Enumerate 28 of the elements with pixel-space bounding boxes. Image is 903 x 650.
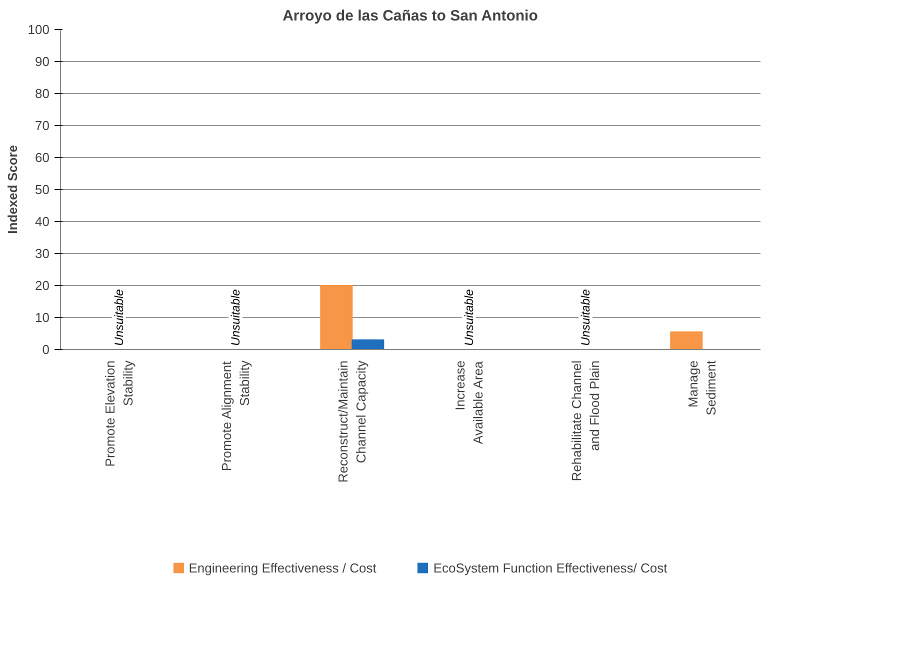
bar <box>352 339 384 350</box>
bar <box>670 331 703 350</box>
annotation: Unsuitable <box>462 288 476 346</box>
annotation: Unsuitable <box>112 288 126 346</box>
x-tick-label: Increase Available Area <box>452 360 486 444</box>
annotation: Unsuitable <box>578 288 592 346</box>
bar <box>320 285 353 350</box>
y-tick-label: 100 <box>28 22 50 37</box>
y-tick-label: 70 <box>35 118 50 133</box>
legend-label: EcoSystem Function Effectiveness/ Cost <box>433 560 668 575</box>
chart-title: Arroyo de las Cañas to San Antonio <box>282 8 538 24</box>
y-tick-label: 10 <box>35 310 50 325</box>
y-tick-label: 20 <box>35 278 50 293</box>
y-tick-label: 80 <box>35 86 50 101</box>
x-tick-label: Promote Elevation Stability <box>102 360 136 467</box>
y-tick-label: 30 <box>35 246 50 261</box>
x-tick-label: Rehabilitate Channel and Flood Plain <box>569 360 602 482</box>
legend-label: Engineering Effectiveness / Cost <box>188 560 376 575</box>
annotation: Unsuitable <box>228 288 242 346</box>
y-tick-label: 90 <box>35 54 50 69</box>
y-tick-label: 50 <box>35 182 50 197</box>
y-tick-label: 0 <box>42 342 50 357</box>
x-tick-label: Manage Sediment <box>686 360 719 416</box>
x-tick-label: Promote Alignment Stability <box>219 360 252 472</box>
y-tick-label: 40 <box>35 214 50 229</box>
y-axis-title: Indexed Score <box>4 145 20 234</box>
y-tick-label: 60 <box>35 150 50 165</box>
x-tick-label: Reconstruct/Maintain Channel Capacity <box>336 360 369 483</box>
